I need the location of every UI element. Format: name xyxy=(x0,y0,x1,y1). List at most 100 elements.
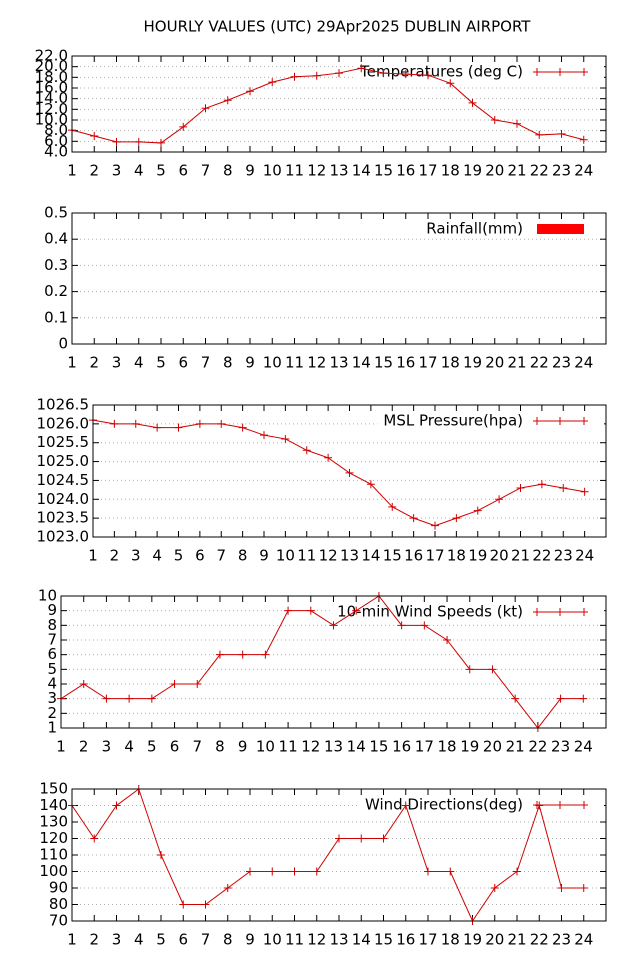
data-point xyxy=(329,621,338,630)
x-tick-label: 17 xyxy=(418,354,437,372)
x-tick-label: 16 xyxy=(396,162,415,180)
y-tick-label: 16.0 xyxy=(35,79,68,97)
x-tick-label: 10 xyxy=(276,547,295,565)
y-tick-label: 120 xyxy=(39,829,68,847)
x-tick-label: 5 xyxy=(156,162,166,180)
data-point xyxy=(246,87,254,96)
data-point xyxy=(302,446,311,455)
x-tick-label: 1 xyxy=(67,162,77,180)
y-tick-label: 90 xyxy=(49,879,68,897)
data-point xyxy=(516,483,525,492)
data-point xyxy=(580,487,589,496)
x-tick-label: 22 xyxy=(530,162,549,180)
x-tick-label: 2 xyxy=(110,547,120,565)
x-tick-label: 6 xyxy=(178,162,188,180)
data-point xyxy=(420,621,429,630)
x-tick-label: 16 xyxy=(396,354,415,372)
x-tick-label: 3 xyxy=(131,547,141,565)
legend-marker xyxy=(556,68,564,76)
x-tick-label: 20 xyxy=(490,547,509,565)
x-tick-label: 24 xyxy=(574,354,593,372)
data-point xyxy=(366,480,375,489)
data-point xyxy=(125,694,134,703)
y-tick-label: 0.1 xyxy=(44,308,68,326)
data-point xyxy=(131,419,140,428)
data-point xyxy=(424,71,432,80)
y-tick-label: 150 xyxy=(39,780,68,798)
x-tick-label: 23 xyxy=(551,738,570,756)
data-point xyxy=(153,423,162,432)
data-point xyxy=(379,834,388,843)
x-tick-label: 16 xyxy=(404,547,423,565)
data-point xyxy=(157,851,165,859)
x-tick-label: 11 xyxy=(285,354,304,372)
legend-marker xyxy=(556,801,564,809)
x-tick-label: 1 xyxy=(67,354,77,372)
x-tick-label: 20 xyxy=(483,738,502,756)
x-tick-label: 2 xyxy=(89,931,99,949)
x-tick-label: 19 xyxy=(463,931,482,949)
data-point xyxy=(312,71,321,80)
x-tick-label: 6 xyxy=(178,354,188,372)
data-line xyxy=(71,788,584,923)
x-tick-label: 7 xyxy=(192,738,202,756)
y-tick-label: 10.0 xyxy=(35,111,68,129)
legend-marker xyxy=(580,608,588,616)
x-tick-label: 20 xyxy=(485,354,504,372)
x-tick-label: 23 xyxy=(554,547,573,565)
x-tick-label: 2 xyxy=(89,162,99,180)
x-tick-label: 13 xyxy=(329,162,348,180)
x-tick-label: 5 xyxy=(174,547,184,565)
data-point xyxy=(324,453,333,462)
x-tick-label: 20 xyxy=(485,931,504,949)
x-tick-label: 10 xyxy=(263,162,282,180)
x-tick-label: 3 xyxy=(102,738,112,756)
x-tick-label: 9 xyxy=(245,354,255,372)
y-tick-label: 0.2 xyxy=(44,282,68,300)
x-tick-label: 19 xyxy=(460,738,479,756)
data-point xyxy=(397,621,406,630)
x-tick-label: 15 xyxy=(374,931,393,949)
data-point xyxy=(260,431,268,440)
data-point xyxy=(511,694,520,703)
data-point xyxy=(559,483,568,492)
x-tick-label: 14 xyxy=(361,547,380,565)
data-point xyxy=(468,98,477,107)
x-tick-label: 5 xyxy=(156,931,166,949)
x-tick-label: 13 xyxy=(329,354,348,372)
y-tick-label: 8.0 xyxy=(44,121,68,139)
x-tick-label: 4 xyxy=(134,162,144,180)
x-tick-label: 18 xyxy=(441,931,460,949)
data-point xyxy=(147,694,156,703)
x-tick-label: 12 xyxy=(319,547,338,565)
y-tick-label: 140 xyxy=(39,796,68,814)
data-point xyxy=(246,867,254,876)
data-point xyxy=(357,64,366,73)
data-point xyxy=(290,867,299,876)
x-tick-label: 8 xyxy=(238,547,248,565)
data-point xyxy=(223,96,232,105)
data-point xyxy=(223,884,232,892)
x-tick-label: 4 xyxy=(134,931,144,949)
data-line xyxy=(92,419,585,527)
y-tick-label: 0 xyxy=(58,335,68,353)
data-point xyxy=(238,650,247,659)
legend-label: Rainfall(mm) xyxy=(426,220,523,238)
data-point xyxy=(179,122,188,131)
x-tick-label: 18 xyxy=(447,547,466,565)
data-point xyxy=(134,137,143,146)
data-point xyxy=(345,468,354,477)
x-tick-label: 5 xyxy=(147,738,157,756)
y-tick-label: 1025.5 xyxy=(37,433,90,451)
data-point xyxy=(443,636,452,644)
x-tick-label: 6 xyxy=(178,931,188,949)
y-tick-label: 2 xyxy=(47,704,57,722)
x-tick-label: 11 xyxy=(297,547,316,565)
x-tick-label: 13 xyxy=(324,738,343,756)
x-tick-label: 14 xyxy=(347,738,366,756)
x-tick-label: 8 xyxy=(223,162,233,180)
x-tick-label: 1 xyxy=(88,547,98,565)
y-tick-label: 100 xyxy=(39,862,68,880)
data-point xyxy=(195,419,204,428)
x-tick-label: 8 xyxy=(223,354,233,372)
